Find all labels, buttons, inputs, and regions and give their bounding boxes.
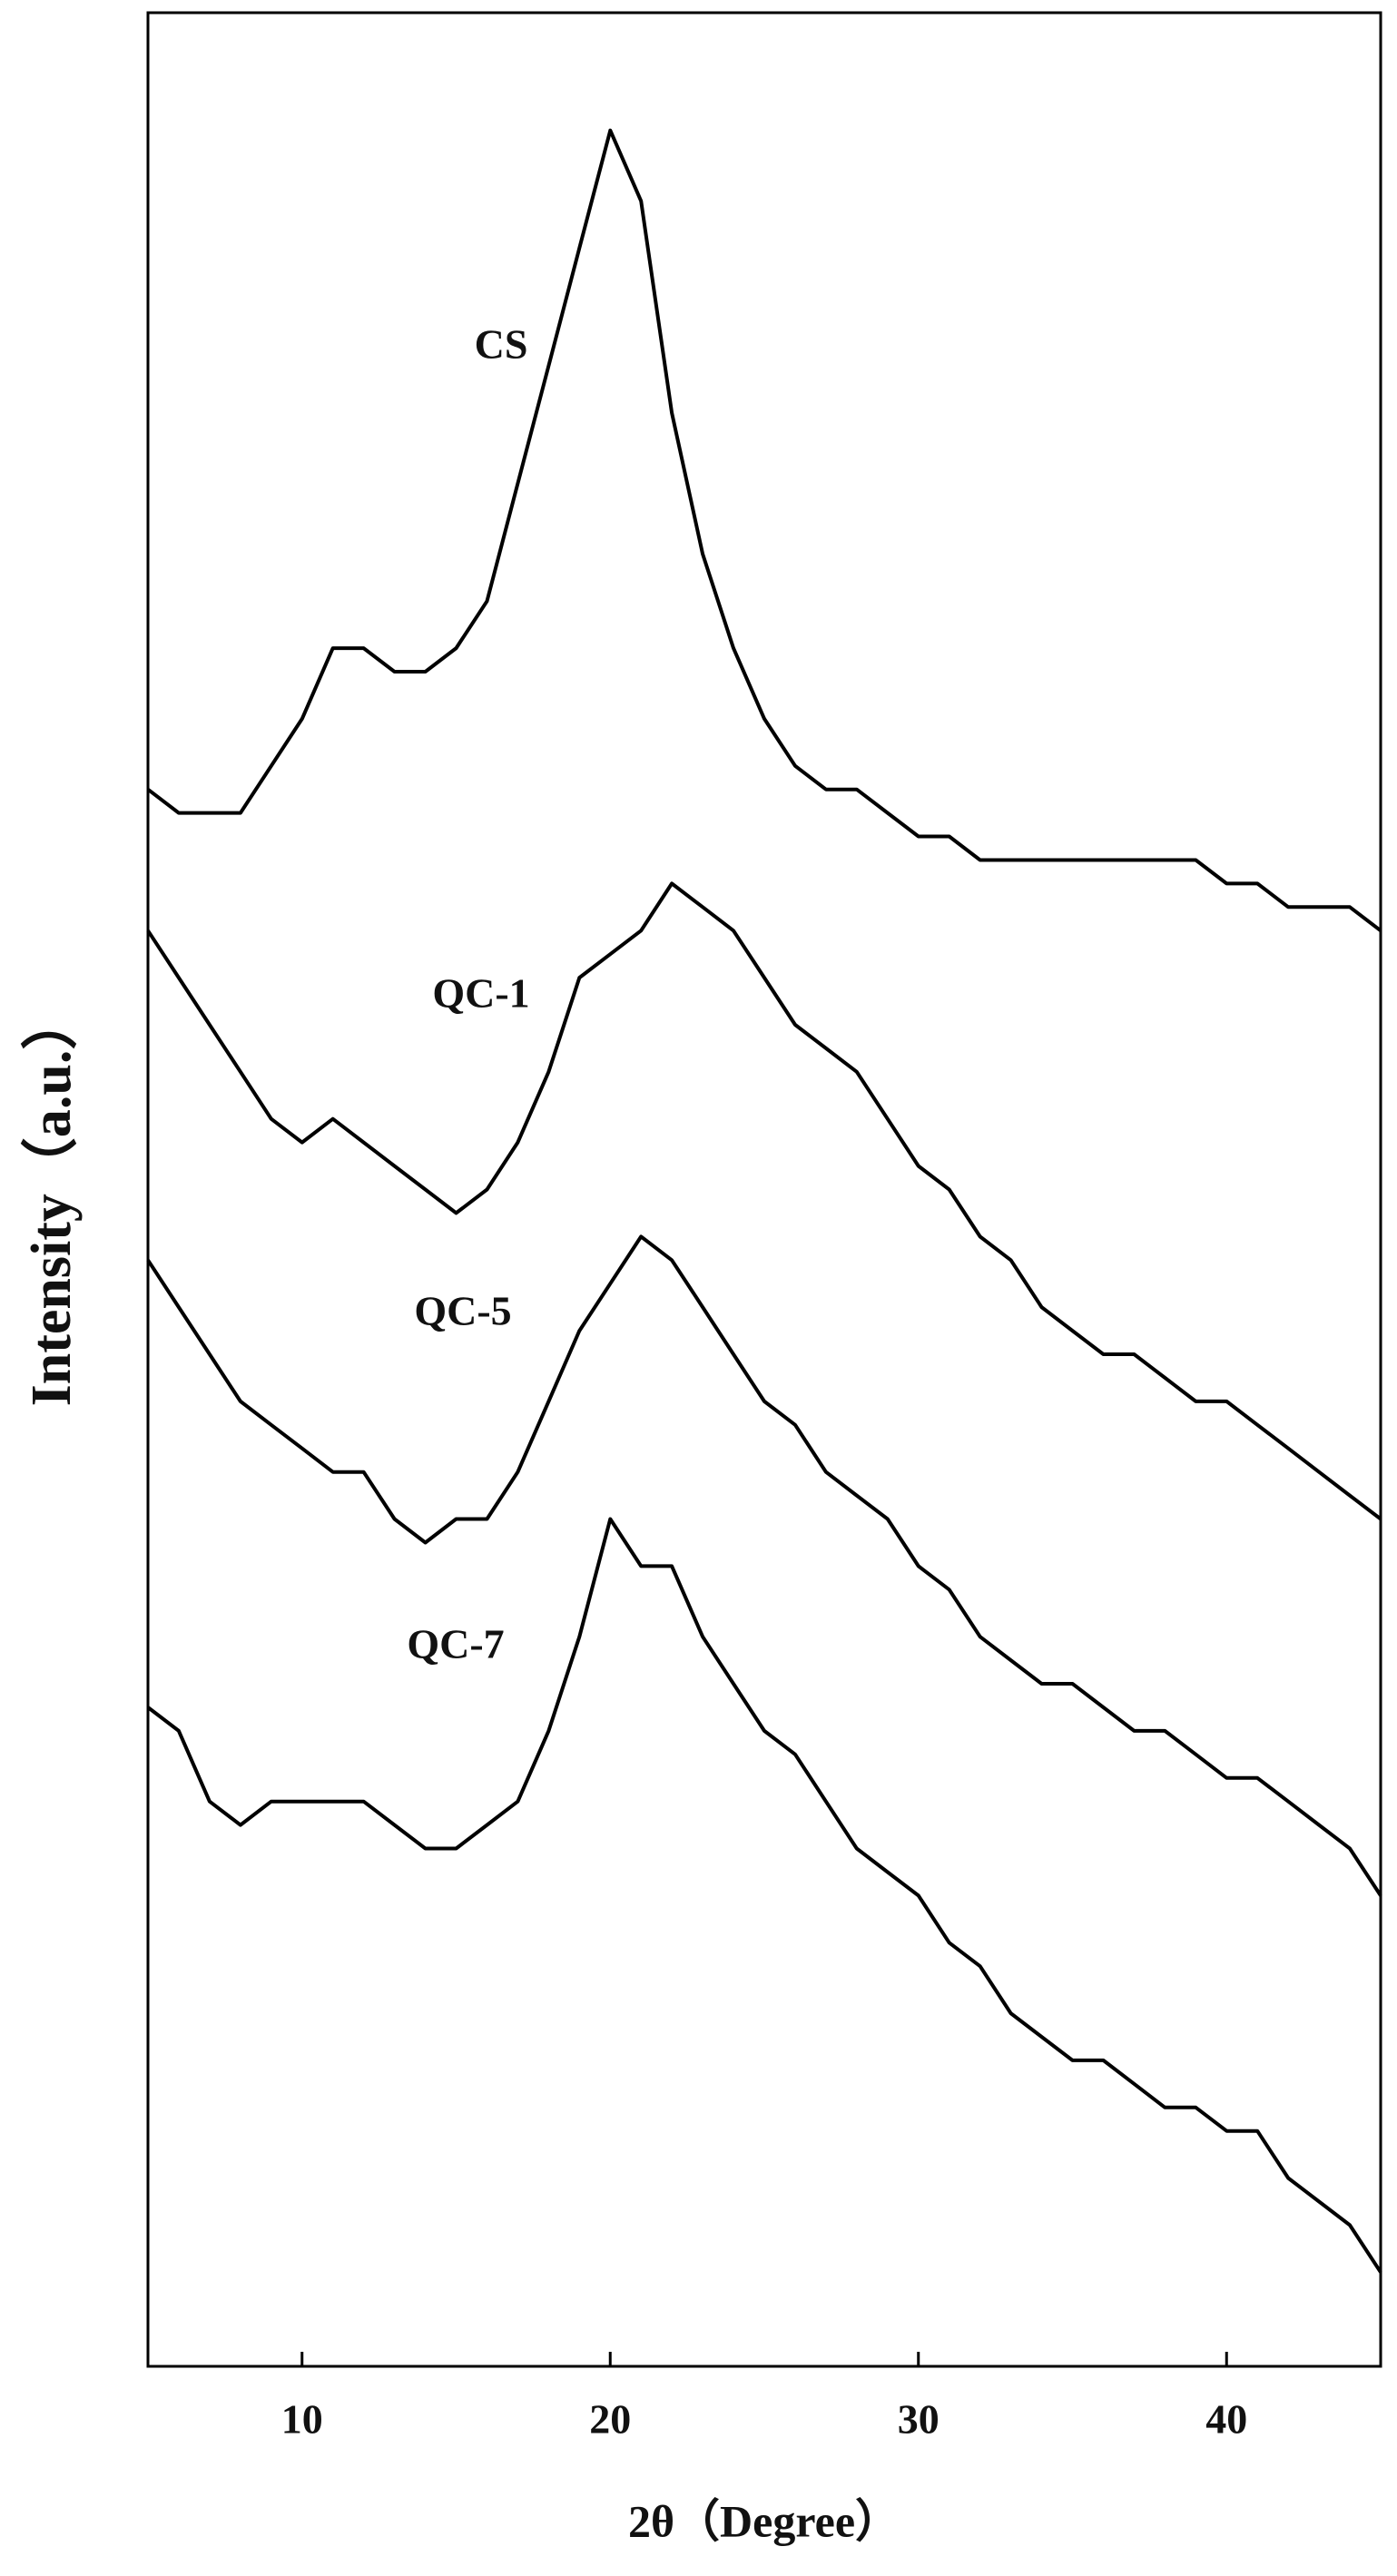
x-tick-label: 20 <box>589 2396 631 2443</box>
x-tick-label: 30 <box>898 2396 940 2443</box>
plot-frame <box>146 11 1382 2368</box>
y-axis-label: Intensity（a.u.） <box>19 994 83 1407</box>
series-label: CS <box>475 321 528 368</box>
x-axis-label: 2θ（Degree） <box>628 2495 900 2546</box>
x-tick-label: 40 <box>1205 2396 1247 2443</box>
series-line <box>146 128 1382 932</box>
series-line <box>146 1234 1382 1897</box>
series-label: QC-7 <box>407 1621 504 1667</box>
series-label: QC-5 <box>414 1288 511 1334</box>
series-line <box>146 1517 1382 2274</box>
series-line <box>146 881 1382 1521</box>
series-label: QC-1 <box>432 970 529 1017</box>
x-tick-label: 10 <box>281 2396 323 2443</box>
